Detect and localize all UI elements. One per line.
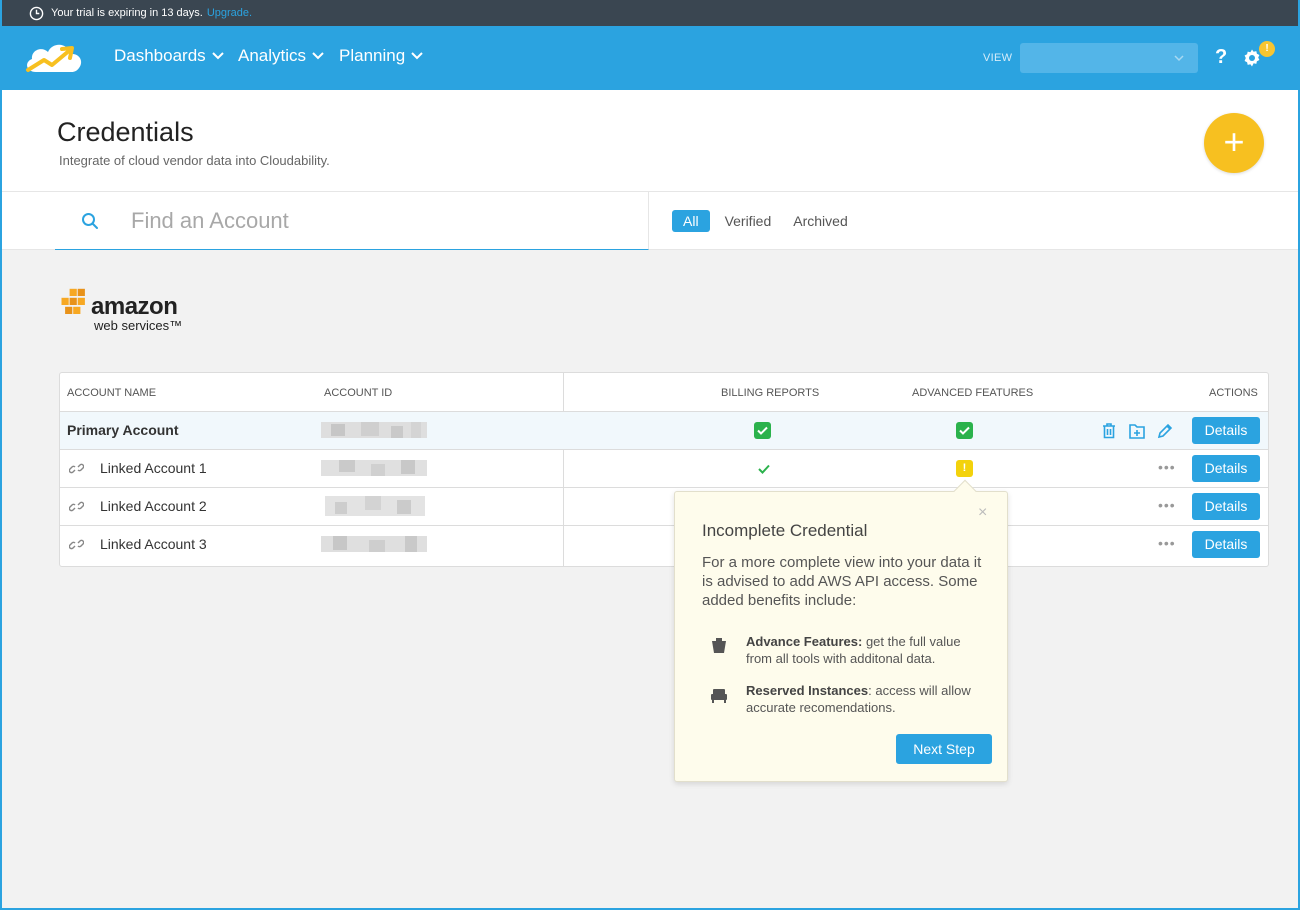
nav-analytics-label: Analytics (238, 46, 307, 65)
header-actions: ACTIONS (1209, 387, 1258, 399)
add-folder-icon[interactable] (1128, 422, 1146, 440)
nav-dashboards[interactable]: Dashboards (114, 46, 224, 66)
help-icon[interactable]: ? (1215, 46, 1228, 68)
table-header: ACCOUNT NAME ACCOUNT ID BILLING REPORTS … (60, 373, 1268, 412)
link-icon (69, 463, 84, 474)
trash-icon[interactable] (1100, 422, 1118, 440)
account-id-redacted (321, 460, 427, 476)
trial-text: Your trial is expiring in 13 days. (51, 7, 203, 19)
armchair-icon (711, 689, 727, 703)
column-divider (563, 373, 564, 566)
popover-title: Incomplete Credential (702, 521, 868, 540)
advanced-check-icon (956, 422, 973, 439)
header-account-name: ACCOUNT NAME (67, 387, 157, 399)
table-row[interactable]: Linked Account 2 ••• Details (60, 488, 1268, 526)
tab-verified[interactable]: Verified (724, 213, 772, 229)
tab-archived[interactable]: Archived (793, 213, 848, 229)
cloudability-logo-icon[interactable] (22, 40, 86, 76)
header-advanced-features: ADVANCED FEATURES (912, 387, 1034, 399)
header-billing-reports: BILLING REPORTS (721, 387, 820, 399)
page-subtitle: Integrate of cloud vendor data into Clou… (59, 153, 330, 168)
view-label: VIEW (983, 52, 1013, 64)
account-id-redacted (321, 422, 427, 438)
chevron-down-icon (312, 52, 324, 60)
nav-dashboards-label: Dashboards (114, 46, 206, 65)
account-name: Primary Account (67, 422, 179, 438)
aws-logo-word: amazon (91, 293, 178, 320)
nav-planning[interactable]: Planning (339, 46, 423, 66)
edit-pencil-icon[interactable] (1156, 422, 1174, 440)
header-account-id: ACCOUNT ID (324, 387, 393, 399)
close-icon[interactable]: × (978, 504, 988, 521)
add-credential-button[interactable]: + (1204, 113, 1264, 173)
details-button[interactable]: Details (1192, 455, 1260, 482)
account-name: Linked Account 2 (100, 498, 207, 514)
more-options-icon[interactable]: ••• (1158, 497, 1176, 513)
top-navigation: Dashboards Analytics Planning VIEW ? ! (2, 26, 1298, 90)
table-row[interactable]: Primary Account Details (60, 412, 1268, 450)
aws-logo: amazon web services™ (57, 285, 187, 335)
billing-check-icon (754, 422, 771, 439)
benefit-title: Reserved Instances (746, 683, 869, 698)
clock-icon (29, 6, 44, 20)
more-options-icon[interactable]: ••• (1158, 535, 1176, 551)
chevron-down-icon (1174, 55, 1184, 62)
filter-tabs: All Verified Archived (672, 210, 855, 232)
billing-check-icon (758, 464, 770, 474)
aws-logo-sub: web services™ (94, 318, 183, 333)
account-id-redacted (325, 496, 425, 516)
more-options-icon[interactable]: ••• (1158, 459, 1176, 475)
aws-cubes-icon (61, 288, 85, 314)
link-icon (69, 539, 84, 550)
bucket-icon (712, 638, 726, 653)
details-button[interactable]: Details (1192, 493, 1260, 520)
next-step-button[interactable]: Next Step (896, 734, 992, 764)
notification-badge: ! (1259, 41, 1275, 57)
details-button[interactable]: Details (1192, 417, 1260, 444)
chevron-down-icon (211, 52, 224, 60)
chevron-down-icon (411, 52, 423, 60)
account-name: Linked Account 3 (100, 536, 207, 552)
page-title: Credentials (57, 117, 194, 147)
table-row[interactable]: Linked Account 1 ! ••• Details (60, 450, 1268, 488)
search-input[interactable] (131, 206, 611, 236)
view-select[interactable] (1020, 43, 1198, 73)
incomplete-credential-popover: × Incomplete Credential For a more compl… (674, 479, 1008, 782)
benefit-text: : access will allow accurate recomendati… (746, 683, 971, 715)
warning-icon[interactable]: ! (956, 460, 973, 477)
benefit-text: get the full value from all tools with a… (746, 634, 961, 666)
link-icon (69, 501, 84, 512)
benefit-title: Advance Features: (746, 634, 863, 649)
search-box (55, 192, 649, 250)
page-header: Credentials Integrate of cloud vendor da… (2, 90, 1298, 192)
account-id-redacted (321, 536, 427, 552)
nav-analytics[interactable]: Analytics (238, 46, 324, 66)
upgrade-link[interactable]: Upgrade. (206, 7, 253, 19)
accounts-table: ACCOUNT NAME ACCOUNT ID BILLING REPORTS … (59, 372, 1269, 567)
search-filter-bar: All Verified Archived (2, 192, 1298, 250)
trial-banner: Your trial is expiring in 13 days. Upgra… (2, 0, 1298, 26)
details-button[interactable]: Details (1192, 531, 1260, 558)
search-icon (82, 213, 98, 229)
nav-planning-label: Planning (339, 46, 406, 65)
account-name: Linked Account 1 (100, 460, 207, 476)
table-row[interactable]: Linked Account 3 ••• Details (60, 526, 1268, 564)
settings-button[interactable]: ! (1242, 41, 1278, 76)
tab-all[interactable]: All (672, 210, 710, 232)
popover-body: For a more complete view into your data … (702, 554, 982, 609)
gear-icon (1244, 49, 1260, 67)
